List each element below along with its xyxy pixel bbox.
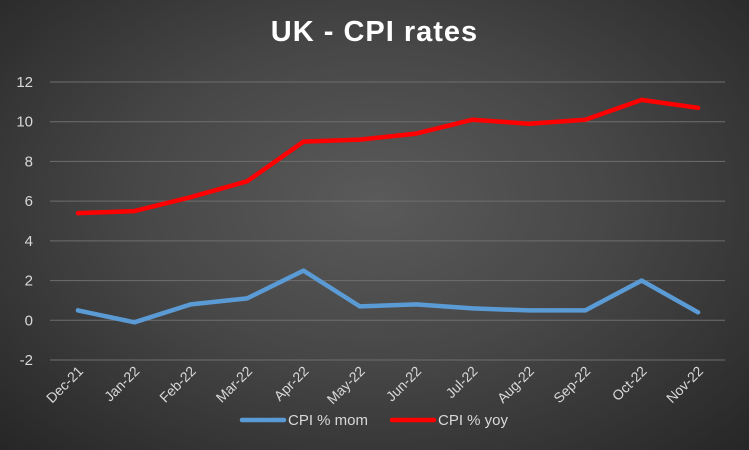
data-point	[301, 139, 306, 144]
y-tick-label: 6	[25, 193, 33, 210]
y-tick-label: 10	[16, 114, 33, 131]
x-tick-label: Jan-22	[101, 363, 143, 405]
x-tick-label: Oct-22	[609, 363, 650, 404]
legend-label: CPI % mom	[288, 412, 368, 429]
y-tick-label: 8	[25, 153, 33, 170]
data-point	[244, 296, 250, 301]
chart-title: UK - CPI rates	[270, 16, 479, 48]
data-point	[526, 308, 532, 313]
data-point	[301, 268, 306, 273]
data-point	[244, 179, 250, 184]
x-tick-label: May-22	[324, 363, 368, 407]
data-point	[526, 121, 532, 126]
legend: CPI % mom CPI % yoy	[239, 412, 509, 429]
data-point	[357, 137, 363, 142]
data-point	[75, 308, 81, 313]
x-tick-label: Aug-22	[494, 363, 537, 406]
gridlines	[50, 81, 725, 361]
data-point	[639, 97, 644, 103]
data-point	[132, 208, 137, 214]
data-point	[583, 308, 588, 313]
data-point	[470, 117, 475, 122]
x-tick-label: Jul-22	[442, 363, 480, 401]
data-point	[470, 306, 475, 311]
y-axis-ticks: -2 0 2 4 6 8 10 12	[16, 74, 33, 369]
y-tick-label: 0	[25, 312, 33, 329]
data-point	[583, 117, 588, 122]
data-point	[188, 194, 193, 200]
data-point	[413, 302, 419, 307]
x-tick-label: Feb-22	[156, 363, 199, 406]
x-tick-label: Sep-22	[550, 363, 593, 406]
data-point	[188, 302, 193, 307]
series-line-mom	[75, 268, 701, 325]
data-point	[695, 310, 701, 315]
x-tick-label: Nov-22	[663, 363, 706, 406]
y-tick-label: -2	[20, 352, 33, 369]
series-lines	[75, 97, 701, 325]
x-tick-label: Mar-22	[213, 363, 256, 406]
x-tick-label: Apr-22	[271, 363, 312, 404]
y-tick-label: 12	[16, 74, 33, 91]
data-point	[639, 278, 644, 283]
x-axis-ticks: Dec-21 Jan-22 Feb-22 Mar-22 Apr-22 May-22 Jun-…	[43, 363, 706, 407]
y-tick-label: 4	[25, 233, 33, 250]
data-point	[413, 131, 419, 136]
x-tick-label: Dec-21	[43, 363, 86, 406]
y-tick-label: 2	[25, 273, 33, 290]
legend-label: CPI % yoy	[438, 412, 509, 429]
x-tick-label: Jun-22	[383, 363, 425, 405]
data-point	[75, 210, 81, 216]
data-point	[132, 320, 137, 325]
data-point	[357, 304, 363, 309]
data-point	[695, 105, 701, 111]
series-line-yoy	[75, 97, 701, 216]
